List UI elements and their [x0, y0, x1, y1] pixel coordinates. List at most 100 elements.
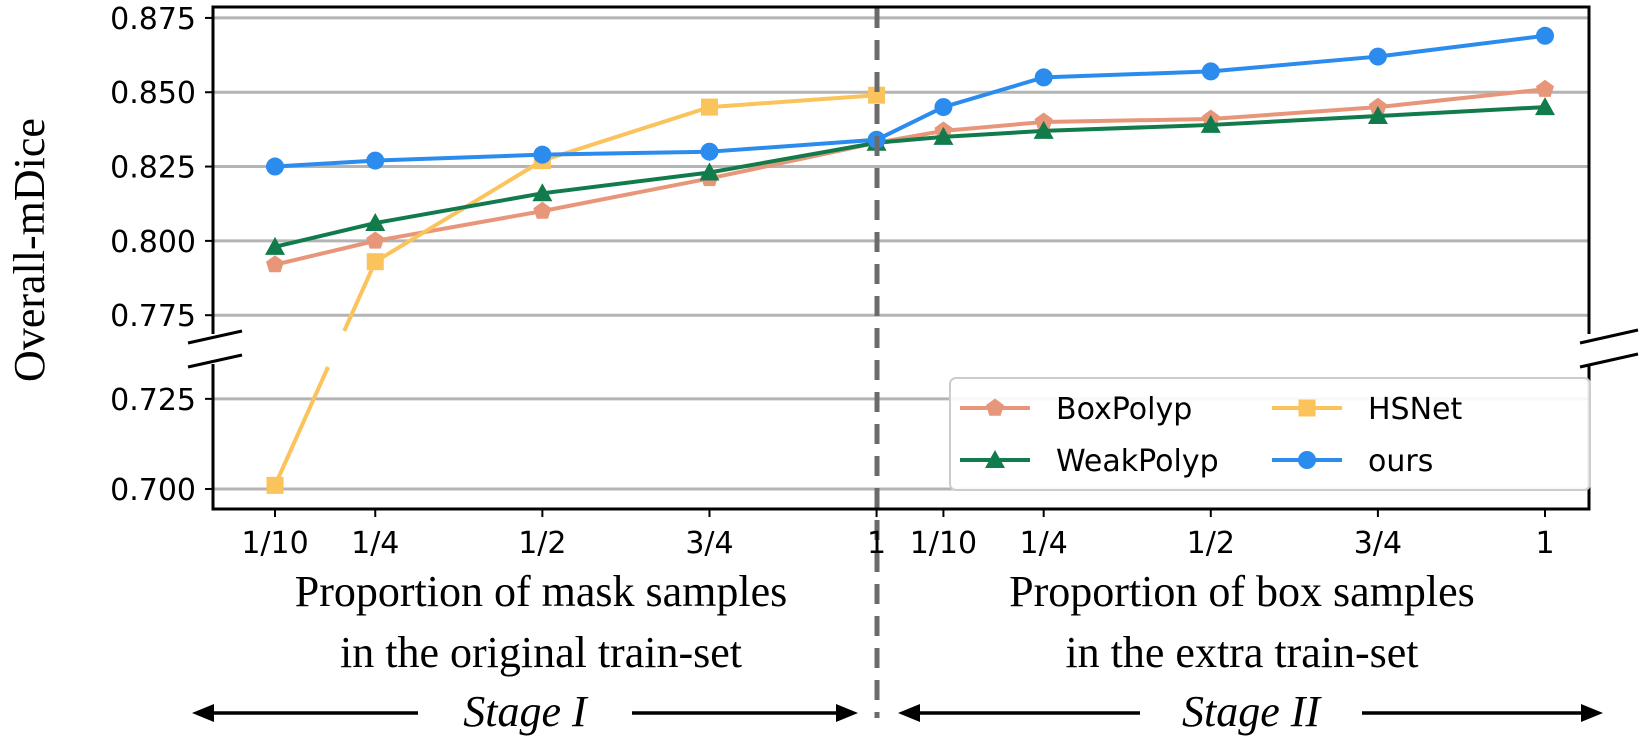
data-point-boxpolyp [533, 201, 552, 219]
stage-left-arrows [192, 704, 858, 722]
stage-right-arrows [898, 704, 1603, 722]
series-line-segment [1377, 33, 1546, 59]
series-line-segment [274, 238, 376, 267]
series-line-segment [1210, 105, 1379, 121]
series-line-segment [342, 260, 378, 332]
x-tick-label: 3/4 [685, 526, 733, 561]
series-line-segment [1377, 87, 1546, 110]
data-point-hsnet [266, 476, 284, 494]
data-point-weakpolyp [1367, 106, 1388, 125]
series-hsnet [266, 86, 886, 494]
series-line-segment [943, 119, 1044, 133]
series-line-segment [942, 75, 1045, 110]
data-point-hsnet [700, 98, 718, 116]
legend-label: HSNet [1368, 392, 1463, 427]
series-line-segment [273, 366, 330, 487]
legend-label: WeakPolyp [1056, 444, 1219, 479]
y-tick-label: 0.700 [110, 473, 196, 508]
data-point-ours [533, 145, 552, 164]
series-line-segment [1043, 69, 1211, 80]
legend-frame [949, 377, 1591, 491]
series-line-segment [875, 105, 945, 142]
data-point-ours [366, 151, 385, 170]
series-line-segment [274, 221, 376, 249]
data-point-ours [700, 142, 719, 161]
legend-item-boxpolyp: BoxPolyp [960, 392, 1192, 427]
series-line-segment [709, 140, 877, 175]
legend-marker-weakpolyp [985, 450, 1005, 468]
data-point-ours [934, 98, 953, 117]
series-line-segment [1377, 105, 1546, 119]
data-point-weakpolyp [532, 183, 553, 202]
data-point-boxpolyp [366, 231, 385, 249]
data-point-weakpolyp [1535, 97, 1555, 116]
x-tick-label: 1/4 [1020, 526, 1068, 561]
data-point-weakpolyp [1033, 120, 1054, 139]
xlabel-right-line1: Proportion of box samples [1009, 567, 1475, 616]
data-point-ours [266, 157, 284, 176]
series-line-segment [1043, 122, 1211, 133]
x-tick-label: 1 [867, 526, 886, 561]
legend-marker-ours [1298, 451, 1316, 469]
y-tick-label: 0.875 [110, 2, 196, 37]
data-point-weakpolyp [933, 126, 954, 145]
grid [213, 16, 1589, 491]
series-line-segment [374, 158, 544, 264]
y-tick-label: 0.800 [110, 225, 196, 260]
x-tick-label: 1/2 [518, 526, 566, 561]
x-tick-label: 1/10 [241, 526, 308, 561]
legend-item-hsnet: HSNet [1272, 392, 1463, 427]
series-line-segment [1210, 54, 1379, 74]
data-point-weakpolyp [365, 213, 386, 232]
y-tick-label: 0.725 [110, 383, 196, 418]
series-line-segment [274, 158, 376, 169]
series-line-segment [542, 170, 710, 196]
data-point-boxpolyp [266, 255, 284, 273]
series-boxpolyp [266, 79, 1554, 273]
data-point-weakpolyp [699, 162, 720, 181]
series-weakpolyp [265, 97, 1555, 255]
y-tick-label: 0.825 [110, 151, 196, 186]
xlabel-left-line2: in the original train-set [340, 628, 742, 677]
legend-label: BoxPolyp [1056, 392, 1192, 427]
data-point-ours [1034, 68, 1053, 87]
series-line-segment [1043, 116, 1211, 124]
series-line-segment [541, 105, 711, 163]
x-tick-label: 1/10 [910, 526, 977, 561]
series-line-segment [876, 134, 944, 145]
stage-right-label: Stage II [1182, 687, 1322, 736]
series-line-segment [943, 128, 1044, 139]
xlabel-left-line1: Proportion of mask samples [295, 567, 788, 616]
series-line-segment [541, 176, 710, 214]
series-line-segment [374, 209, 543, 243]
x-tick-label: 1/2 [1187, 526, 1235, 561]
series-line-segment [542, 149, 710, 157]
series-line-segment [375, 152, 543, 163]
x-tick-label: 1 [1535, 526, 1554, 561]
legend-item-ours: ours [1272, 444, 1433, 479]
data-point-hsnet [868, 86, 886, 104]
y-tick-label: 0.775 [110, 299, 196, 334]
data-point-hsnet [366, 253, 384, 271]
x-tick-label: 3/4 [1354, 526, 1402, 561]
plot-frame [211, 5, 1591, 511]
data-point-boxpolyp [1536, 79, 1554, 97]
legend: BoxPolyp HSNet WeakPolyp ours [949, 377, 1591, 491]
data-point-ours [1201, 62, 1220, 81]
series-line-segment [374, 191, 543, 226]
legend-label: ours [1368, 444, 1433, 479]
axis-break-marks [187, 328, 1639, 369]
y-tick-label: 0.850 [110, 76, 196, 111]
data-point-ours [1536, 26, 1554, 45]
xlabel-right-line2: in the extra train-set [1065, 628, 1418, 677]
legend-marker-boxpolyp [986, 398, 1004, 416]
x-axis-ticks: 1/10 1/4 1/2 3/4 1 1/10 1/4 1/2 3/4 1 [241, 509, 1555, 561]
legend-item-weakpolyp: WeakPolyp [960, 444, 1219, 479]
x-tick-label: 1/4 [351, 526, 399, 561]
stage-left-label: Stage I [463, 687, 589, 736]
legend-marker-hsnet [1298, 399, 1316, 417]
y-axis-ticks: 0.700 0.725 0.775 0.800 0.825 0.850 0.875 [110, 2, 213, 508]
data-point-weakpolyp [1200, 114, 1221, 133]
series-line-segment [709, 137, 877, 154]
